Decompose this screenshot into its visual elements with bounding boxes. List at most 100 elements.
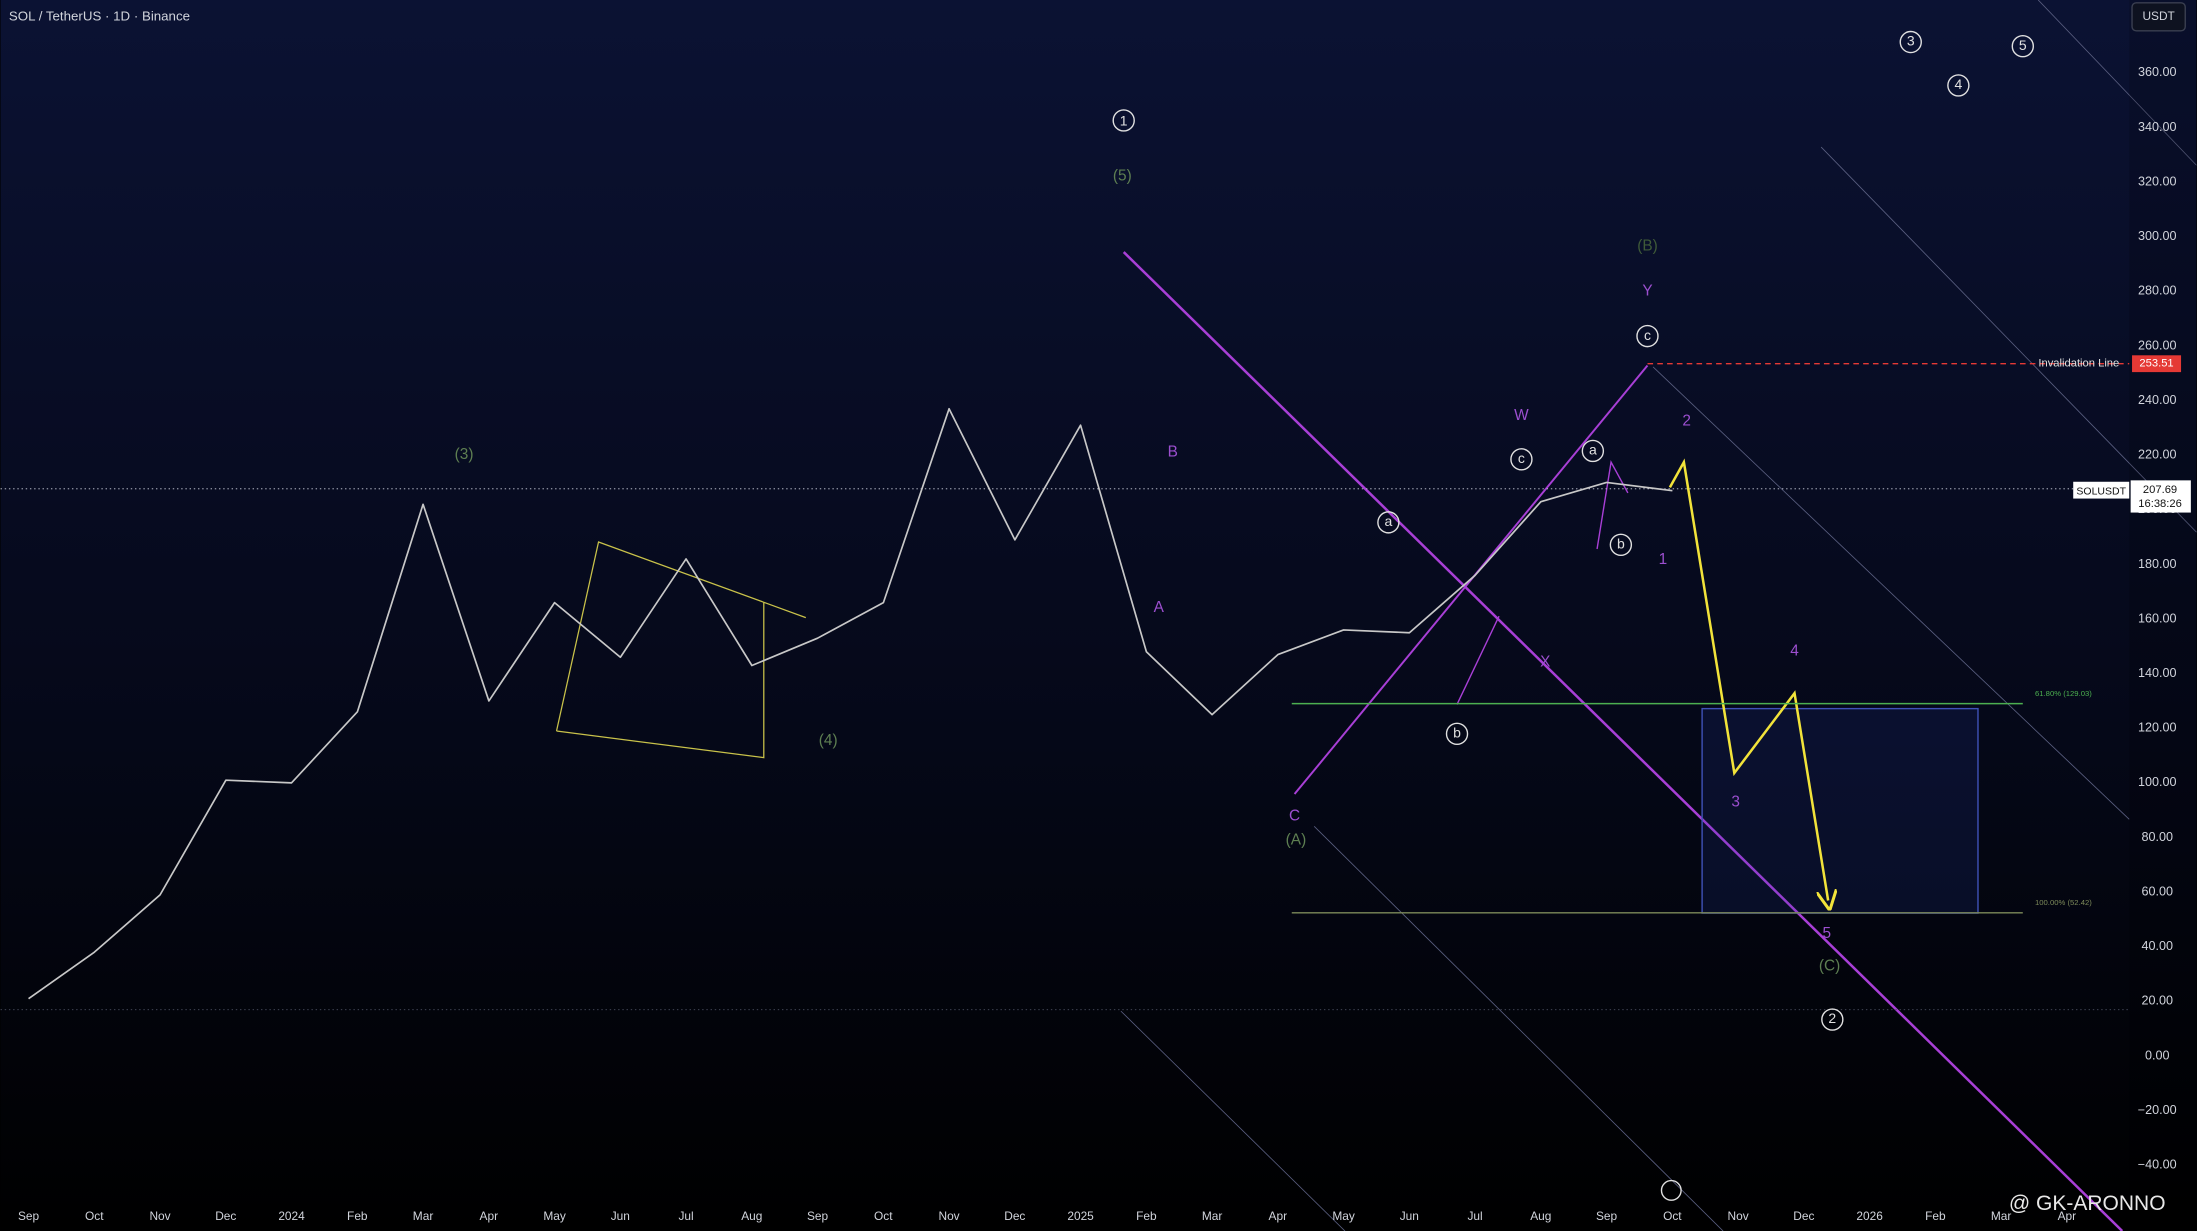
x-tick-label: Apr	[2058, 1209, 2077, 1223]
wave-label: 5	[2019, 37, 2027, 53]
channel-line	[1120, 1010, 1346, 1231]
x-tick-label: Sep	[1596, 1209, 1618, 1223]
x-tick-label: Mar	[1991, 1209, 2012, 1223]
y-tick-label: 240.00	[2138, 393, 2177, 407]
wave-label: 3	[1907, 33, 1915, 49]
price-line	[28, 407, 1673, 1000]
channel-line	[2037, 0, 2197, 166]
x-tick-label: Sep	[807, 1209, 829, 1223]
wave-label: (A)	[1286, 831, 1307, 848]
event-icon	[1660, 1179, 1682, 1201]
price-axis	[2129, 0, 2197, 1231]
wave-circle	[2011, 35, 2035, 58]
level-name: Invalidation Line	[2038, 358, 2119, 370]
y-tick-label: 340.00	[2138, 120, 2177, 134]
wave-label: A	[1154, 599, 1165, 616]
x-tick-label: Jun	[1400, 1209, 1419, 1223]
wave-label: c	[1518, 450, 1525, 466]
title: SOL / TetherUS · 1D · Binance	[9, 8, 190, 23]
wave-label: 1	[1120, 113, 1128, 129]
x-tick-label: Dec	[1004, 1209, 1025, 1223]
wave-circle	[1445, 722, 1469, 746]
currency-box	[2131, 2, 2186, 32]
countdown: 16:38:26	[2138, 498, 2182, 510]
x-tick-label: Dec	[215, 1209, 236, 1223]
y-tick-label: 260.00	[2138, 338, 2177, 352]
channel-line	[1456, 615, 1500, 705]
y-tick-label: 360.00	[2138, 65, 2177, 79]
channel-line	[1820, 146, 2197, 533]
triangle	[555, 541, 807, 759]
x-tick-label: May	[1332, 1209, 1355, 1223]
wave-label: a	[1589, 442, 1597, 458]
x-tick-label: Oct	[85, 1209, 104, 1223]
x-tick-label: Nov	[149, 1209, 170, 1223]
x-tick-label: Feb	[1136, 1209, 1157, 1223]
currency: USDT	[2142, 9, 2174, 23]
x-tick-label: 2025	[1067, 1209, 1094, 1223]
y-tick-label: 60.00	[2141, 884, 2173, 898]
x-tick-label: Jul	[678, 1209, 693, 1223]
y-tick-label: 80.00	[2141, 830, 2173, 844]
wedge	[1596, 460, 1629, 550]
wave-labels: 1 (5) (3) (4) (B) Y c W c a b 2 1 a b X …	[455, 30, 2035, 1031]
wave-label: 1	[1659, 551, 1668, 568]
x-tick-label: Oct	[1663, 1209, 1682, 1223]
x-tick-label: Apr	[480, 1209, 499, 1223]
y-tick-label: 220.00	[2138, 448, 2177, 462]
target-box	[1701, 707, 1979, 914]
level-value: 253.51	[2139, 358, 2173, 370]
wave-circle	[1899, 30, 1922, 54]
x-tick-label: Aug	[741, 1209, 762, 1223]
projection	[1668, 458, 1828, 900]
wave-label: 4	[1954, 76, 1962, 92]
y-tick-label: −40.00	[2138, 1158, 2177, 1172]
wave-label: (C)	[1819, 957, 1840, 974]
fib-label: 100.00% (52.42)	[2035, 898, 2092, 907]
y-tick-label: −20.00	[2138, 1103, 2177, 1117]
wave-label: W	[1514, 407, 1529, 424]
wave-label: B	[1168, 443, 1178, 460]
wave-label: 4	[1790, 642, 1799, 659]
wave-label: b	[1453, 725, 1461, 741]
y-tick-label: 140.00	[2138, 666, 2177, 680]
x-tick-label: Feb	[347, 1209, 368, 1223]
x-tick-label: Feb	[1925, 1209, 1946, 1223]
y-tick-label: 20.00	[2141, 994, 2173, 1008]
wave-label: (5)	[1113, 168, 1132, 185]
y-tick-label: 320.00	[2138, 174, 2177, 188]
wave-label: (3)	[455, 446, 474, 463]
wave-label: b	[1617, 535, 1625, 551]
y-tick-label: 280.00	[2138, 284, 2177, 298]
wave-label: Y	[1642, 282, 1652, 299]
level-tag	[2132, 355, 2182, 373]
wave-label: (4)	[819, 732, 838, 749]
x-tick-label: Apr	[1269, 1209, 1288, 1223]
wave-label: C	[1289, 808, 1300, 825]
symbol-tag	[2073, 481, 2130, 499]
wave-circle	[1609, 533, 1633, 556]
x-tick-label: Aug	[1530, 1209, 1551, 1223]
x-tick-label: Oct	[874, 1209, 893, 1223]
y-tick-label: 120.00	[2138, 721, 2177, 735]
y-tick-label: 160.00	[2138, 611, 2177, 625]
x-tick-label: 2026	[1856, 1209, 1883, 1223]
y-tick-label: 180.00	[2138, 557, 2177, 571]
wave-circle	[1821, 1008, 1844, 1031]
wave-circle	[1947, 74, 1970, 97]
x-tick-label: Nov	[1728, 1209, 1749, 1223]
y-tick-label: 40.00	[2141, 939, 2173, 953]
wave-label: 2	[1828, 1010, 1836, 1026]
x-tick-label: May	[543, 1209, 566, 1223]
x-tick-label: Dec	[1793, 1209, 1814, 1223]
wave-circle	[1581, 439, 1605, 463]
x-tick-label: 2024	[278, 1209, 305, 1223]
wave-label: a	[1384, 513, 1392, 529]
wave-label: c	[1644, 327, 1651, 343]
watermark: @ GK-ARONNO	[2009, 1192, 2166, 1215]
wave-label: (B)	[1637, 238, 1658, 255]
x-tick-label: Jul	[1467, 1209, 1482, 1223]
channel-line	[1652, 366, 2130, 820]
